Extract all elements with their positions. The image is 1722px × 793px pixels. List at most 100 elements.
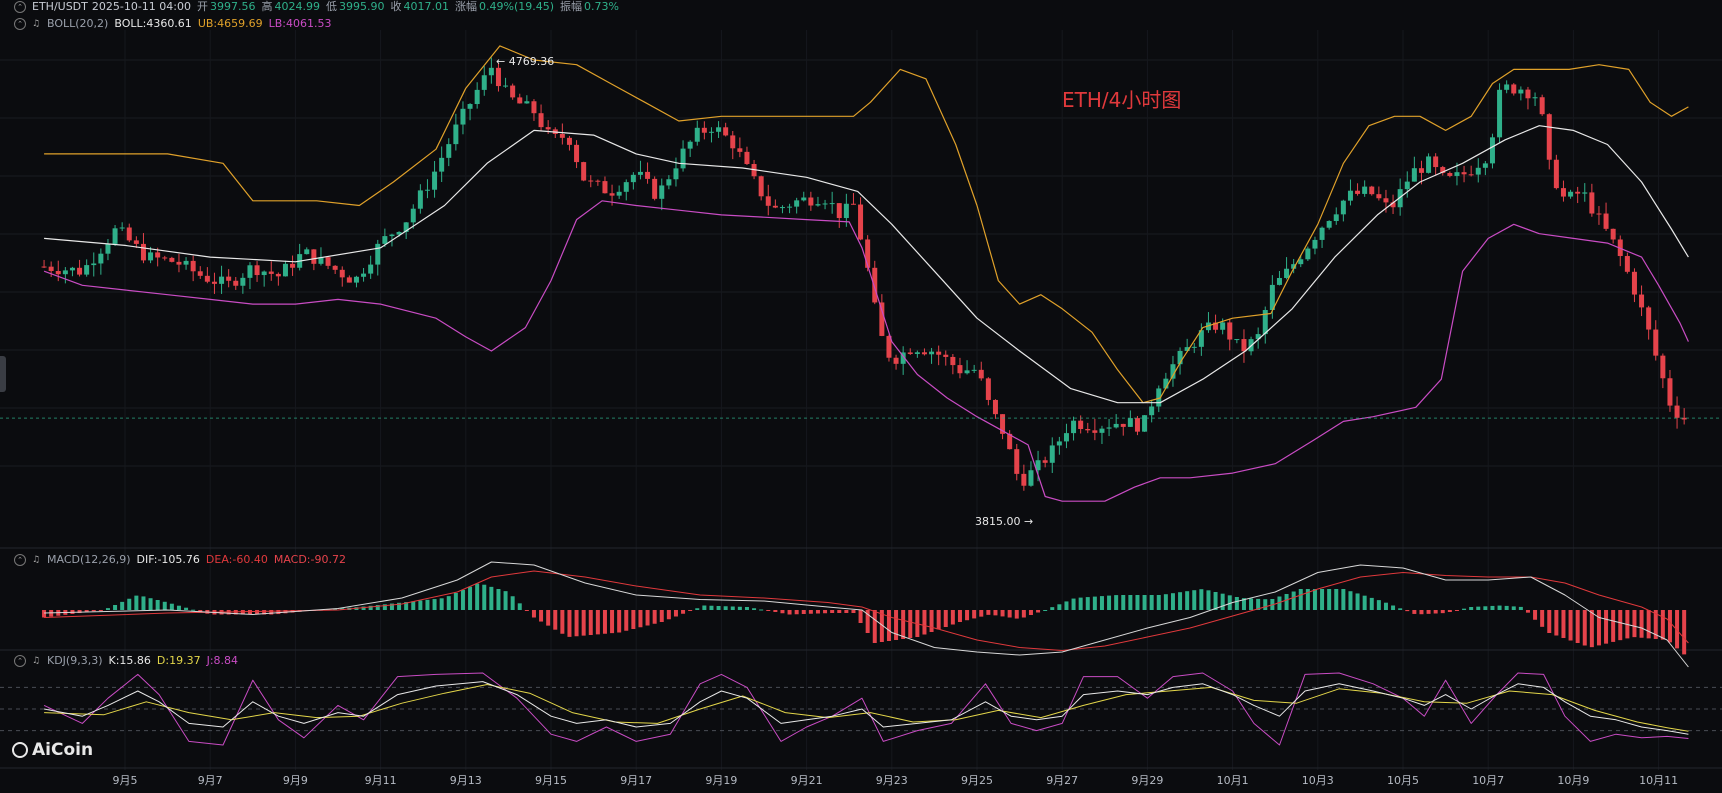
- candle[interactable]: [453, 124, 459, 145]
- candle[interactable]: [1546, 114, 1552, 160]
- candle[interactable]: [403, 222, 409, 232]
- candle[interactable]: [1560, 188, 1566, 197]
- candle[interactable]: [1312, 239, 1318, 249]
- candle[interactable]: [1092, 430, 1098, 433]
- candle[interactable]: [1426, 156, 1432, 173]
- candle[interactable]: [1305, 248, 1311, 260]
- candle[interactable]: [1291, 264, 1297, 269]
- candle[interactable]: [325, 257, 331, 266]
- candle[interactable]: [375, 243, 381, 265]
- candle[interactable]: [850, 203, 856, 205]
- candle[interactable]: [1639, 294, 1645, 308]
- candle[interactable]: [517, 97, 523, 104]
- candle[interactable]: [1411, 168, 1417, 182]
- candle[interactable]: [261, 271, 267, 276]
- candle[interactable]: [488, 67, 494, 76]
- candle[interactable]: [1198, 330, 1204, 347]
- candle[interactable]: [1276, 277, 1282, 285]
- candle[interactable]: [1071, 420, 1077, 434]
- candle[interactable]: [233, 280, 239, 286]
- candle[interactable]: [169, 257, 175, 262]
- candle[interactable]: [1511, 84, 1517, 94]
- candle[interactable]: [1014, 449, 1020, 474]
- candle[interactable]: [1078, 420, 1084, 430]
- candle[interactable]: [155, 252, 161, 258]
- candle[interactable]: [48, 266, 54, 272]
- candle[interactable]: [694, 127, 700, 142]
- candle[interactable]: [240, 277, 246, 286]
- candle[interactable]: [282, 263, 288, 277]
- candle[interactable]: [396, 231, 402, 235]
- candle[interactable]: [382, 236, 388, 244]
- candle[interactable]: [701, 127, 707, 133]
- candle[interactable]: [1667, 378, 1673, 406]
- candle[interactable]: [957, 365, 963, 374]
- candle[interactable]: [204, 275, 210, 282]
- candle[interactable]: [126, 227, 132, 241]
- candle[interactable]: [1504, 84, 1510, 90]
- candle[interactable]: [524, 101, 530, 104]
- candle[interactable]: [772, 205, 778, 208]
- candle[interactable]: [1397, 189, 1403, 208]
- candle[interactable]: [1369, 186, 1375, 195]
- candle[interactable]: [1333, 214, 1339, 222]
- candle[interactable]: [1418, 168, 1424, 173]
- candle[interactable]: [510, 85, 516, 98]
- candle[interactable]: [1106, 427, 1112, 429]
- candle[interactable]: [1660, 355, 1666, 379]
- candle[interactable]: [1099, 428, 1105, 433]
- candle[interactable]: [432, 171, 438, 190]
- candle[interactable]: [1390, 202, 1396, 208]
- candle[interactable]: [716, 127, 722, 132]
- candle[interactable]: [1603, 213, 1609, 229]
- candle[interactable]: [1184, 347, 1190, 351]
- candle[interactable]: [1056, 441, 1062, 446]
- candle[interactable]: [964, 370, 970, 374]
- candle[interactable]: [1376, 194, 1382, 199]
- candle[interactable]: [744, 151, 750, 165]
- candle[interactable]: [140, 243, 146, 261]
- candle[interactable]: [77, 267, 83, 275]
- candle[interactable]: [62, 270, 68, 275]
- candle[interactable]: [339, 269, 345, 278]
- candle[interactable]: [1262, 309, 1268, 335]
- candle[interactable]: [1653, 329, 1659, 356]
- candle[interactable]: [1255, 334, 1261, 340]
- candle[interactable]: [1021, 473, 1027, 486]
- bell-icon[interactable]: ♫: [32, 554, 41, 565]
- candle[interactable]: [1482, 163, 1488, 168]
- side-panel-toggle[interactable]: [0, 356, 6, 392]
- candle[interactable]: [226, 276, 232, 281]
- candle[interactable]: [1447, 173, 1453, 176]
- candle[interactable]: [1213, 322, 1219, 330]
- candle[interactable]: [410, 208, 416, 223]
- candle[interactable]: [822, 203, 828, 205]
- candle[interactable]: [481, 75, 487, 90]
- candle[interactable]: [765, 196, 771, 206]
- candle[interactable]: [346, 277, 352, 283]
- candle[interactable]: [1362, 186, 1368, 194]
- candle[interactable]: [1610, 228, 1616, 240]
- candle[interactable]: [1063, 433, 1069, 442]
- candle[interactable]: [211, 281, 217, 284]
- candle[interactable]: [943, 354, 949, 357]
- candle[interactable]: [801, 197, 807, 201]
- candle[interactable]: [673, 168, 679, 180]
- candle[interactable]: [865, 239, 871, 268]
- candle[interactable]: [148, 252, 154, 261]
- candle[interactable]: [1007, 433, 1013, 450]
- candle[interactable]: [332, 265, 338, 270]
- candle[interactable]: [1156, 388, 1162, 407]
- candle[interactable]: [1127, 418, 1133, 427]
- collapse-icon[interactable]: ⌃: [14, 18, 26, 30]
- candle[interactable]: [1042, 460, 1048, 463]
- candle[interactable]: [652, 178, 658, 199]
- candle[interactable]: [602, 181, 608, 194]
- candle[interactable]: [1631, 271, 1637, 295]
- candle[interactable]: [914, 352, 920, 354]
- candle[interactable]: [84, 265, 90, 275]
- candle[interactable]: [1646, 307, 1652, 330]
- candle[interactable]: [1227, 322, 1233, 340]
- candle[interactable]: [666, 179, 672, 186]
- candle[interactable]: [1220, 322, 1226, 330]
